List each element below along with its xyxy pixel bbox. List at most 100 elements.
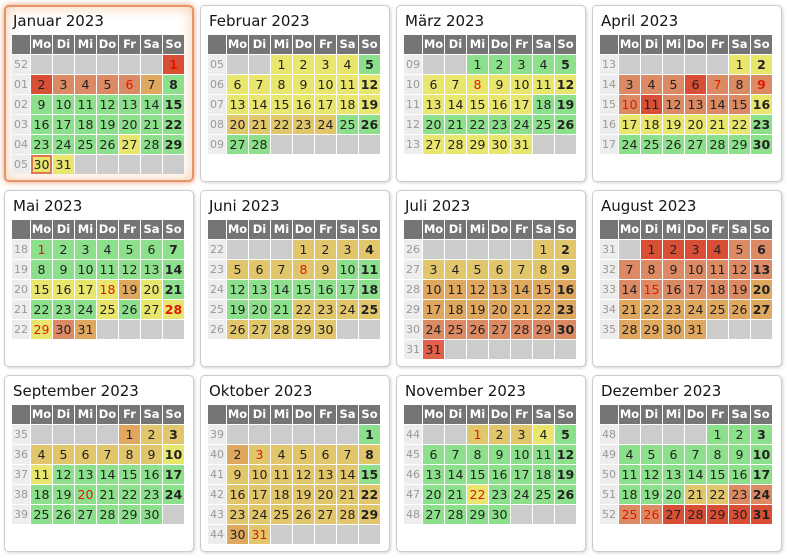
day-cell[interactable]: 30 (489, 135, 510, 154)
day-cell[interactable]: 7 (707, 75, 728, 94)
day-cell[interactable]: 6 (685, 75, 706, 94)
day-cell[interactable]: 6 (249, 260, 270, 279)
day-cell[interactable]: 29 (641, 320, 662, 339)
day-cell[interactable]: 12 (227, 280, 248, 299)
day-cell[interactable]: 11 (619, 465, 640, 484)
day-cell[interactable]: 12 (663, 95, 684, 114)
day-cell[interactable]: 30 (751, 135, 772, 154)
day-cell[interactable]: 14 (619, 280, 640, 299)
day-cell[interactable]: 15 (119, 465, 140, 484)
day-cell[interactable]: 25 (707, 300, 728, 319)
day-cell[interactable]: 8 (293, 260, 314, 279)
day-cell[interactable]: 1 (641, 240, 662, 259)
month-card[interactable]: April 2023 Mo Di Mi Do Fr Sa So 13 1 2 14 3 4 5 6 7 8 9 15 1… (592, 5, 782, 182)
month-card[interactable]: Oktober 2023 Mo Di Mi Do Fr Sa So 39 1 40 2 3 4 5 6 7 8 41… (200, 375, 390, 552)
day-cell[interactable]: 22 (359, 485, 380, 504)
day-cell[interactable]: 21 (271, 300, 292, 319)
day-cell[interactable]: 26 (729, 300, 750, 319)
day-cell[interactable]: 4 (271, 445, 292, 464)
day-cell[interactable]: 7 (271, 260, 292, 279)
day-cell[interactable]: 12 (119, 260, 140, 279)
day-cell[interactable]: 16 (315, 280, 336, 299)
day-cell[interactable]: 30 (663, 320, 684, 339)
day-cell[interactable]: 22 (729, 115, 750, 134)
day-cell[interactable]: 27 (685, 135, 706, 154)
day-cell[interactable]: 6 (423, 445, 444, 464)
day-cell[interactable]: 29 (163, 135, 184, 154)
day-cell[interactable]: 15 (533, 280, 554, 299)
day-cell[interactable]: 1 (271, 55, 292, 74)
day-cell[interactable]: 9 (31, 95, 52, 114)
day-cell[interactable]: 8 (641, 260, 662, 279)
day-cell[interactable]: 11 (271, 465, 292, 484)
day-cell[interactable]: 11 (337, 75, 358, 94)
day-cell[interactable]: 7 (685, 445, 706, 464)
day-cell[interactable]: 9 (141, 445, 162, 464)
day-cell[interactable]: 27 (423, 135, 444, 154)
day-cell[interactable]: 20 (315, 485, 336, 504)
day-cell[interactable]: 15 (467, 465, 488, 484)
day-cell[interactable]: 30 (555, 320, 576, 339)
day-cell[interactable]: 2 (555, 240, 576, 259)
month-card[interactable]: Februar 2023 Mo Di Mi Do Fr Sa So 05 1 2 3 4 5 06 6 7 8 9 1… (200, 5, 390, 182)
day-cell[interactable]: 20 (141, 280, 162, 299)
day-cell[interactable]: 10 (315, 75, 336, 94)
day-cell[interactable]: 22 (31, 300, 52, 319)
day-cell[interactable]: 6 (315, 445, 336, 464)
day-cell[interactable]: 15 (467, 95, 488, 114)
day-cell[interactable]: 28 (445, 505, 466, 524)
day-cell[interactable]: 24 (423, 320, 444, 339)
day-cell[interactable]: 6 (227, 75, 248, 94)
day-cell[interactable]: 29 (31, 320, 52, 339)
day-cell[interactable]: 24 (685, 300, 706, 319)
day-cell[interactable]: 2 (751, 55, 772, 74)
day-cell[interactable]: 16 (53, 280, 74, 299)
day-cell[interactable]: 20 (423, 485, 444, 504)
day-cell[interactable]: 21 (97, 485, 118, 504)
day-cell[interactable]: 18 (271, 485, 292, 504)
day-cell[interactable]: 4 (31, 445, 52, 464)
day-cell[interactable]: 18 (337, 95, 358, 114)
day-cell[interactable]: 13 (249, 280, 270, 299)
day-cell[interactable]: 29 (467, 505, 488, 524)
day-cell[interactable]: 27 (249, 320, 270, 339)
day-cell[interactable]: 20 (119, 115, 140, 134)
day-cell[interactable]: 11 (75, 95, 96, 114)
day-cell[interactable]: 9 (315, 260, 336, 279)
day-cell[interactable]: 19 (119, 280, 140, 299)
day-cell[interactable]: 10 (685, 260, 706, 279)
day-cell[interactable]: 7 (163, 240, 184, 259)
day-cell[interactable]: 26 (53, 505, 74, 524)
day-cell[interactable]: 9 (729, 445, 750, 464)
day-cell[interactable]: 13 (489, 280, 510, 299)
day-cell[interactable]: 8 (729, 75, 750, 94)
day-cell[interactable]: 16 (227, 485, 248, 504)
day-cell[interactable]: 12 (53, 465, 74, 484)
day-cell[interactable]: 17 (511, 95, 532, 114)
day-cell[interactable]: 17 (249, 485, 270, 504)
day-cell[interactable]: 28 (337, 505, 358, 524)
day-cell[interactable]: 31 (751, 505, 772, 524)
day-cell[interactable]: 3 (751, 425, 772, 444)
day-cell[interactable]: 31 (511, 135, 532, 154)
day-cell[interactable]: 17 (315, 95, 336, 114)
day-cell[interactable]: 8 (533, 260, 554, 279)
day-cell[interactable]: 2 (141, 425, 162, 444)
day-cell[interactable]: 17 (751, 465, 772, 484)
day-cell[interactable]: 15 (293, 280, 314, 299)
day-cell[interactable]: 20 (423, 115, 444, 134)
day-cell[interactable]: 5 (227, 260, 248, 279)
day-cell[interactable]: 21 (337, 485, 358, 504)
day-cell[interactable]: 14 (97, 465, 118, 484)
day-cell[interactable]: 13 (751, 260, 772, 279)
day-cell[interactable]: 13 (119, 95, 140, 114)
day-cell[interactable]: 20 (751, 280, 772, 299)
day-cell[interactable]: 30 (53, 320, 74, 339)
day-cell[interactable]: 15 (163, 95, 184, 114)
day-cell[interactable]: 3 (619, 75, 640, 94)
day-cell[interactable]: 3 (423, 260, 444, 279)
day-cell[interactable]: 17 (163, 465, 184, 484)
day-cell[interactable]: 1 (467, 55, 488, 74)
day-cell[interactable]: 5 (119, 240, 140, 259)
day-cell[interactable]: 1 (119, 425, 140, 444)
